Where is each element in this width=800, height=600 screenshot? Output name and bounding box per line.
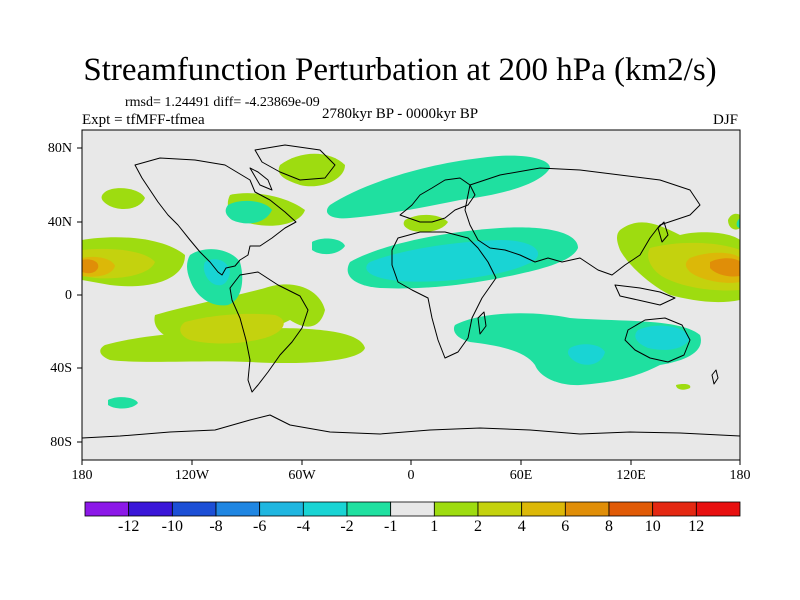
colorbar-swatch: [564, 501, 610, 517]
antarctica-coast: [82, 414, 740, 439]
colorbar-swatch: [215, 501, 261, 517]
x-tick-label: 180: [71, 468, 93, 483]
greenland-coast: [254, 144, 336, 181]
colorbar-tick-label: 1: [430, 518, 439, 535]
colorbar-tick-label: 4: [517, 518, 526, 535]
x-tick-label: 120E: [616, 468, 646, 483]
colorbar-swatch: [84, 501, 130, 517]
colorbar-swatch: [695, 501, 741, 517]
colorbar-swatch: [259, 501, 304, 517]
chart-title: Streamfunction Perturbation at 200 hPa (…: [83, 52, 717, 88]
x-tick-label: 60E: [509, 468, 533, 483]
madagascar-coast: [477, 311, 487, 335]
colorbar-swatch: [302, 501, 348, 517]
colorbar-tick-label: 8: [605, 518, 613, 535]
y-tick-label: 0: [65, 288, 72, 303]
hudson-bay-coast: [249, 167, 273, 191]
colorbar-swatch: [390, 501, 435, 517]
japan-coast: [657, 221, 669, 243]
north-america-coast: [134, 157, 297, 276]
contour-level-neg2: [203, 240, 690, 365]
y-tick-label: 80S: [50, 435, 72, 450]
experiment-label: Expt = tfMFF-tfmea: [82, 112, 205, 128]
contour-level-pos6: [82, 258, 740, 277]
colorbar-swatch: [477, 501, 523, 517]
asia-coast: [464, 167, 701, 276]
colorbar-swatch: [652, 501, 697, 517]
colorbar-swatch: [521, 501, 566, 517]
x-tick-label: 120W: [174, 468, 210, 483]
maritime-continent-coast: [614, 284, 676, 306]
coastlines: [82, 144, 740, 439]
europe-coast: [399, 177, 476, 223]
colorbar-tick-label: -4: [296, 518, 310, 535]
colorbar-tick-label: 2: [474, 518, 482, 535]
africa-coast: [391, 231, 497, 359]
colorbar-swatch: [433, 501, 479, 517]
colorbar-tick-label: -1: [384, 518, 398, 535]
colorbar-tick-label: 6: [561, 518, 570, 535]
colorbar-tick-label: 12: [688, 518, 705, 535]
south-america-coast: [229, 271, 309, 393]
x-tick-label: 60W: [288, 468, 316, 483]
colorbar-swatch: [346, 501, 392, 517]
colorbar-tick-label: -12: [118, 518, 140, 535]
new-zealand-coast: [711, 369, 719, 385]
rmsd-diff-text: rmsd= 1.24491 diff= -4.23869e-09: [125, 95, 320, 110]
y-tick-label: 80N: [47, 141, 72, 156]
period-label: 2780kyr BP - 0000kyr BP: [322, 106, 479, 122]
colorbar-tick-label: -10: [161, 518, 183, 535]
australia-coast: [624, 317, 691, 363]
axis-ticks: [77, 147, 741, 465]
x-tick-label: 180: [729, 468, 751, 483]
colorbar: [84, 501, 741, 517]
colorbar-tick-label: -6: [253, 518, 267, 535]
colorbar-tick-label: -2: [340, 518, 354, 535]
colorbar-tick-label: 10: [644, 518, 661, 535]
y-tick-label: 40S: [50, 361, 72, 376]
season-label: DJF: [713, 112, 739, 128]
colorbar-swatch: [128, 501, 173, 517]
colorbar-swatch: [608, 501, 654, 517]
x-tick-label: 0: [407, 468, 415, 483]
colorbar-swatch: [171, 501, 217, 517]
y-tick-label: 40N: [47, 215, 72, 230]
colorbar-tick-label: -8: [209, 518, 223, 535]
